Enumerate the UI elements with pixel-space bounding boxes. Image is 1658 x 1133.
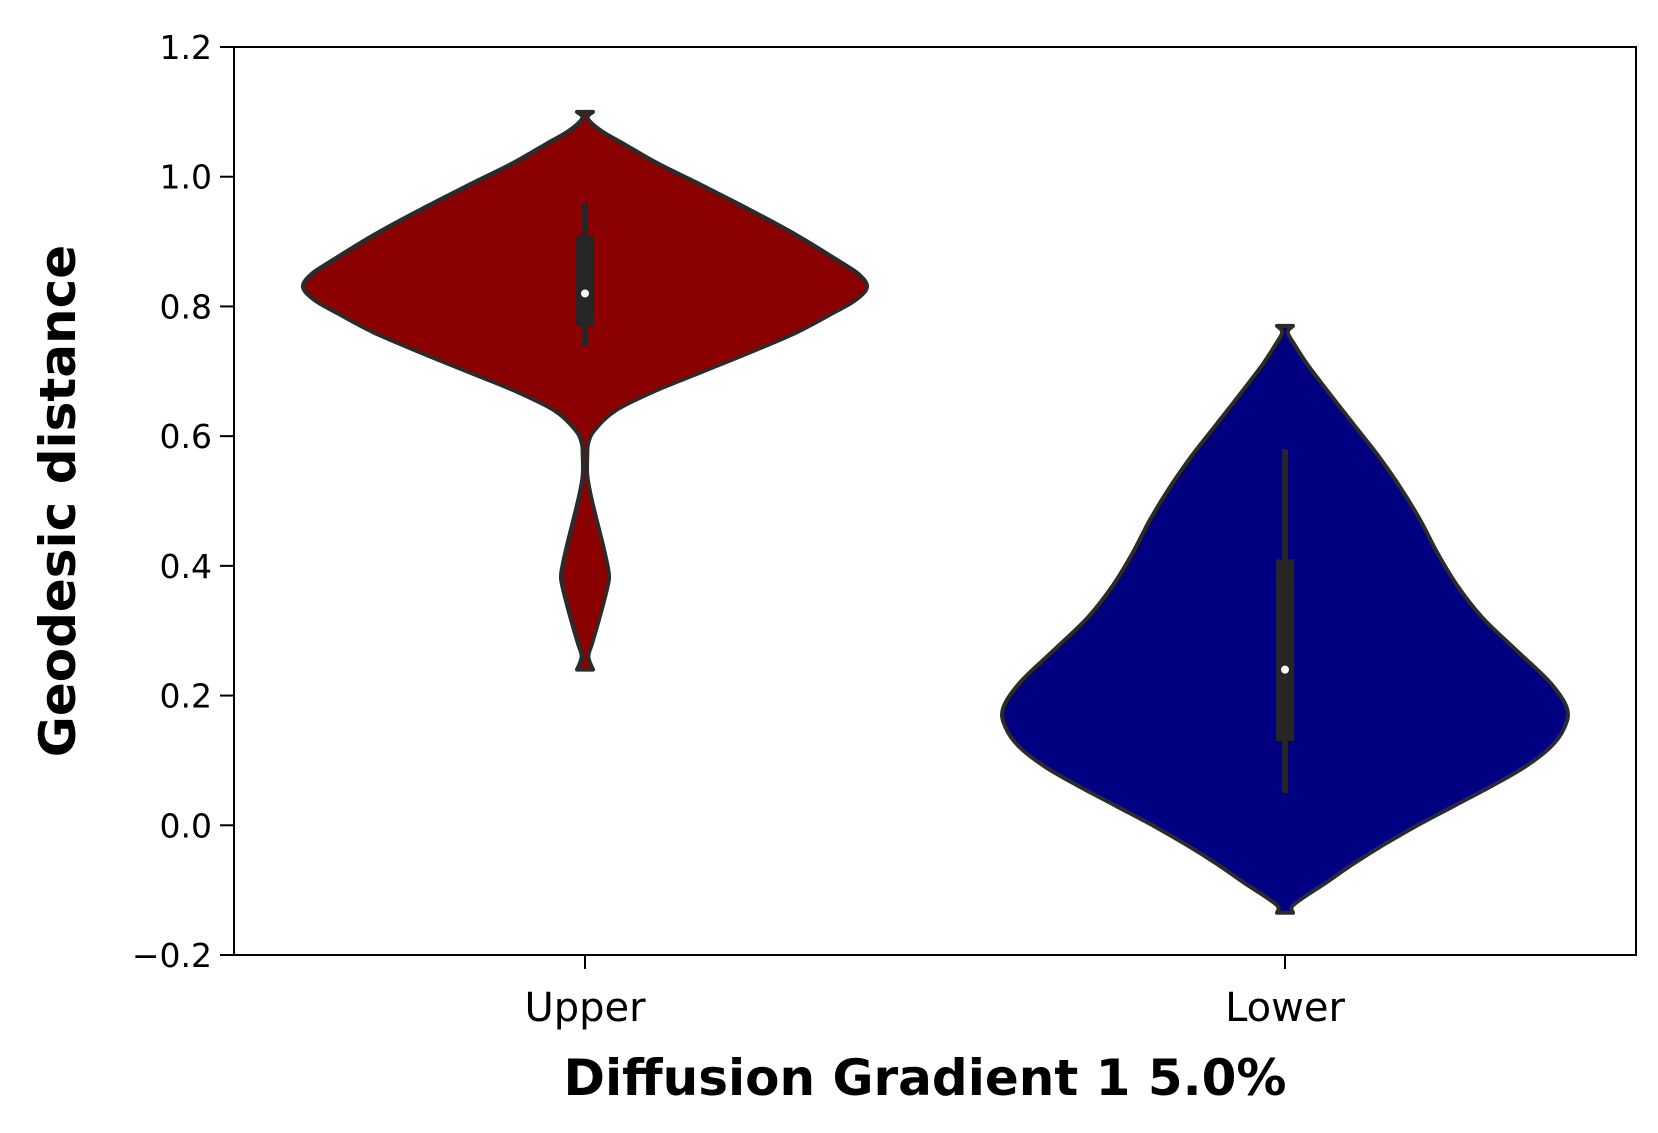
violin-lower-iqr-box [1276, 559, 1294, 741]
y-tick-label: −0.2 [132, 936, 212, 975]
violin-upper-median-dot [581, 289, 589, 298]
y-tick-label: 1.2 [160, 28, 212, 67]
violin-upper [300, 109, 870, 672]
plot-frame [233, 46, 1637, 956]
y-tick-label: 0.8 [160, 287, 212, 326]
y-tick-label: 0.6 [160, 417, 212, 456]
x-axis-ticks: Upper Lower [524, 955, 1345, 1031]
x-tick-label-upper: Upper [524, 985, 646, 1031]
violin-lower-median-dot [1281, 665, 1289, 674]
y-tick-label: 0.0 [160, 806, 212, 845]
violins-layer [300, 109, 1570, 915]
y-tick-label: 0.4 [160, 547, 212, 586]
y-axis-title: Geodesic distance [29, 245, 87, 757]
x-axis-title: Diffusion Gradient 1 5.0% [563, 1049, 1286, 1107]
x-tick-label-lower: Lower [1225, 985, 1345, 1031]
y-axis-ticks: −0.2 0.0 0.2 0.4 0.6 0.8 1.0 1.2 [132, 28, 234, 975]
y-tick-label: 0.2 [160, 677, 212, 716]
violin-upper-iqr-box [576, 235, 594, 326]
y-tick-label: 1.0 [160, 158, 212, 197]
